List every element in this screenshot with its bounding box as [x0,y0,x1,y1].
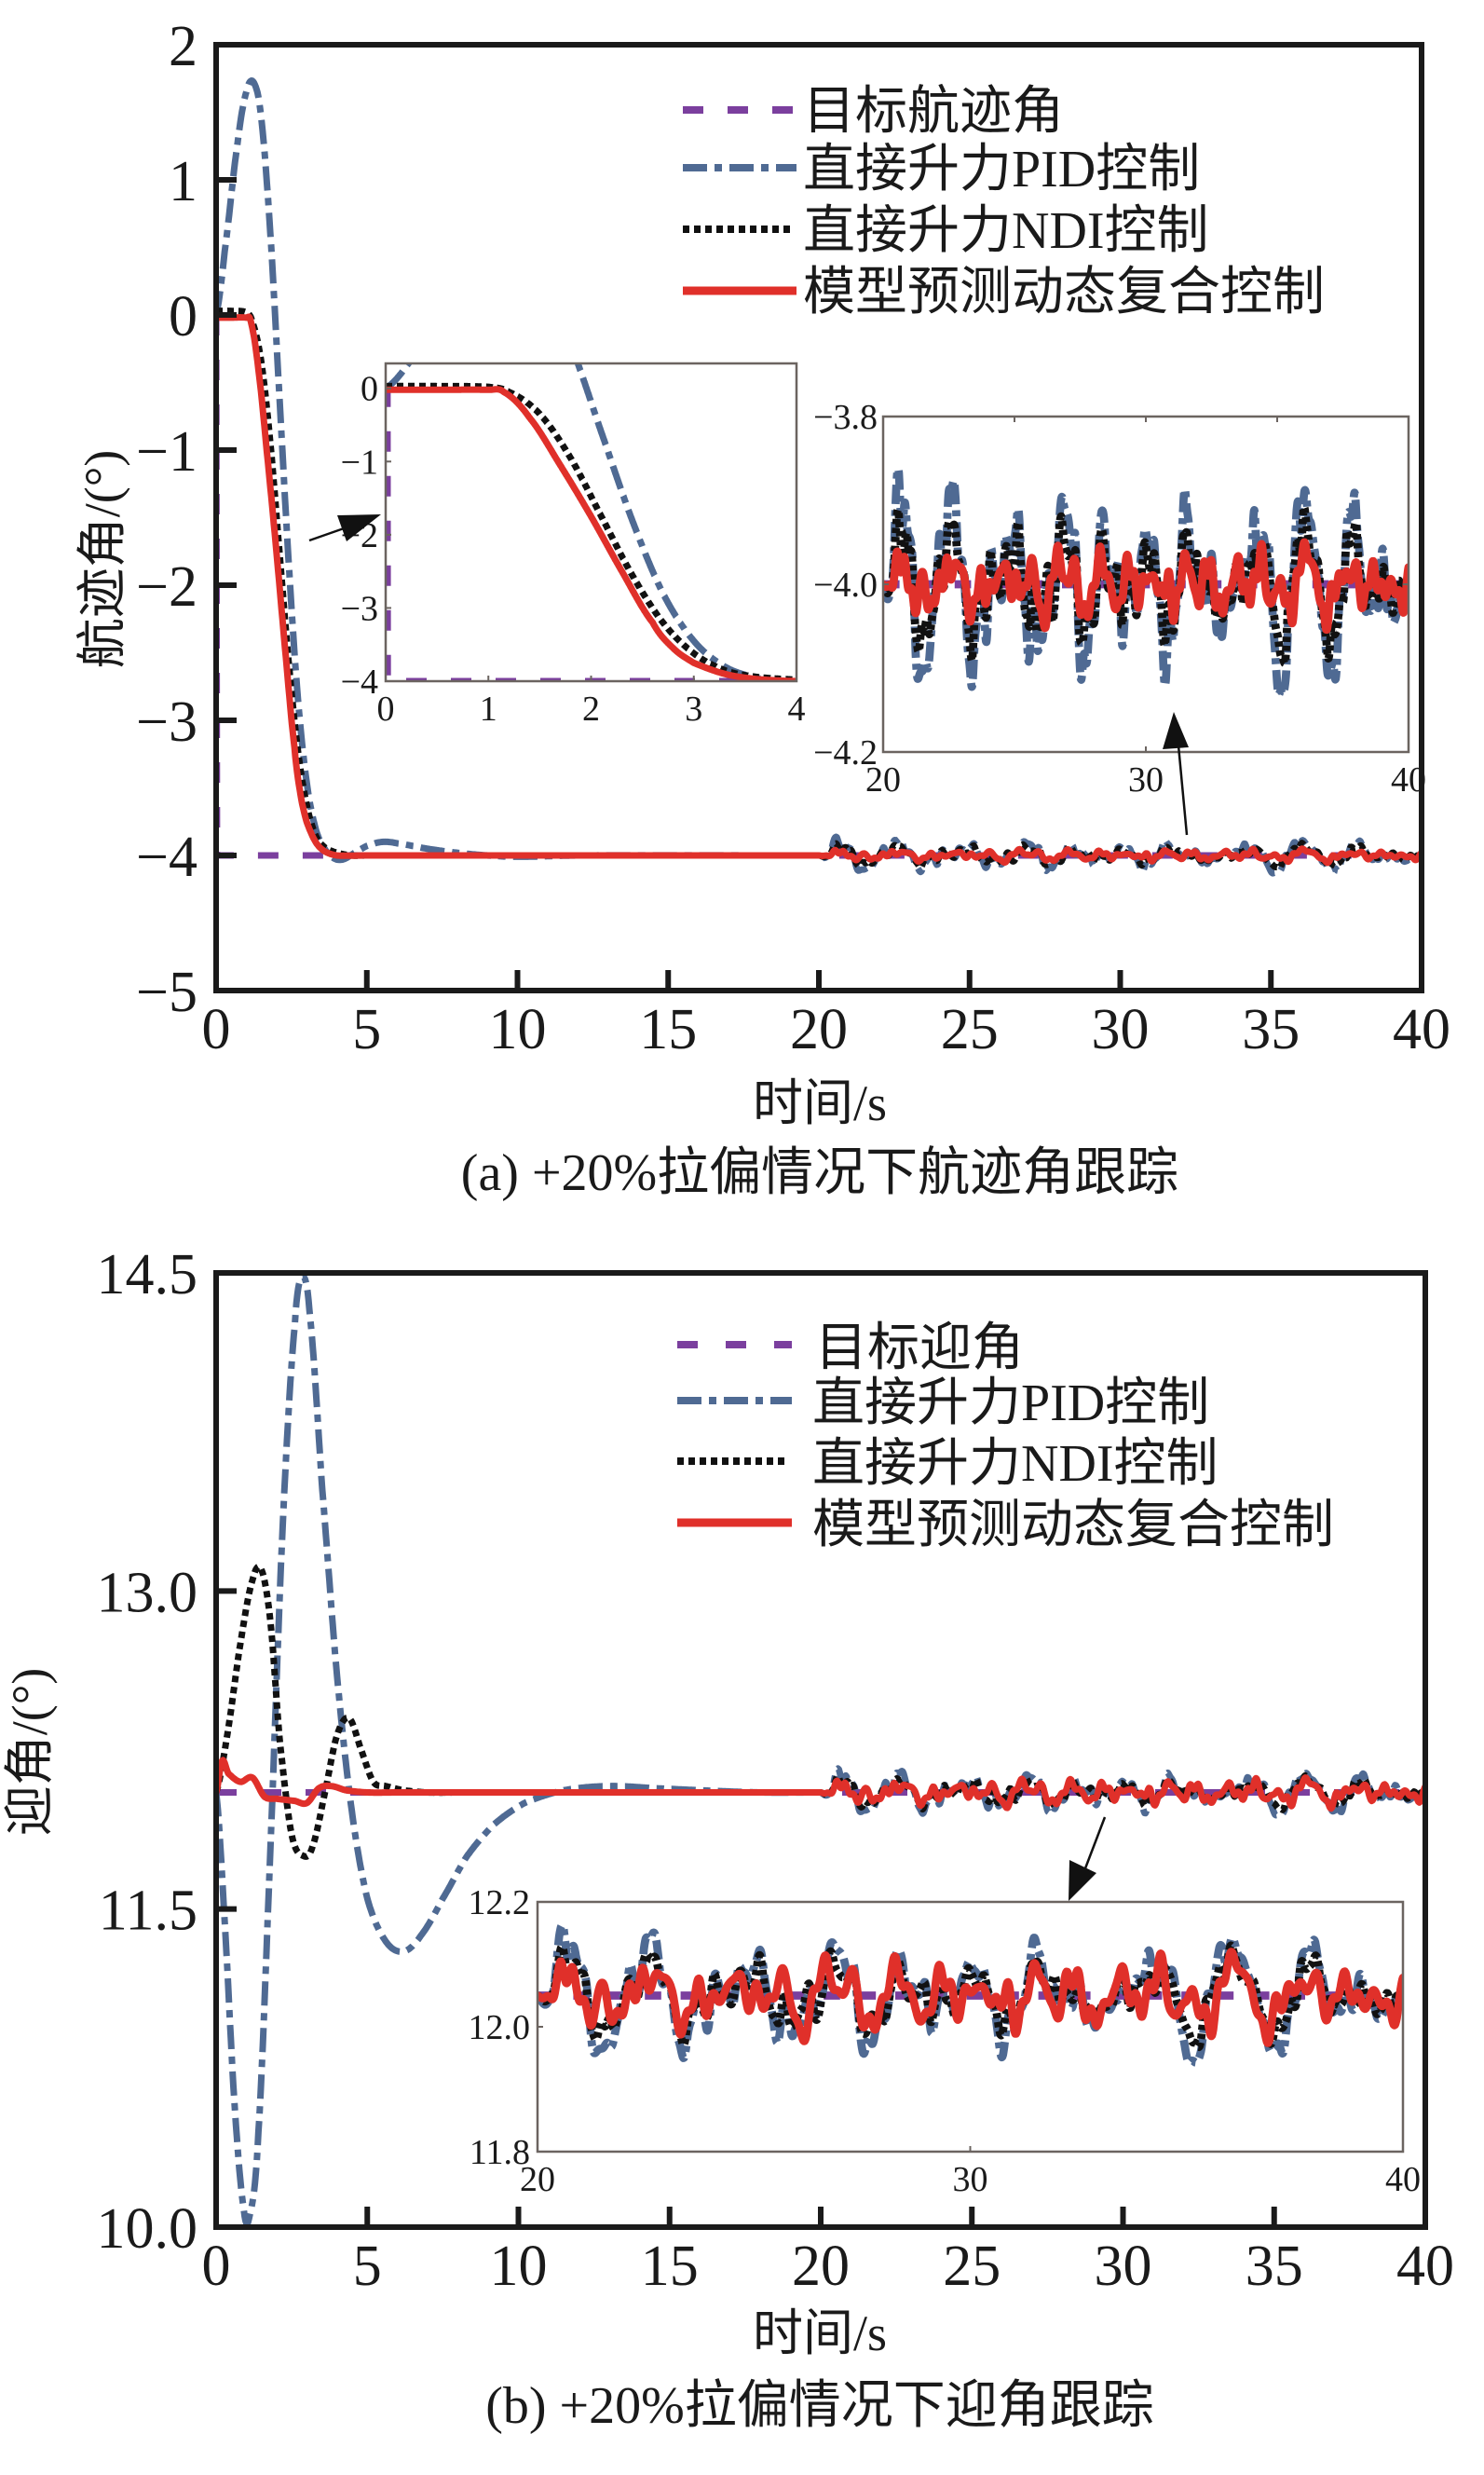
x-tick-label: 4 [788,690,806,729]
y-tick-label: −4 [341,663,378,702]
y-tick-label: −3.8 [813,398,878,437]
x-tick-label: 3 [685,690,702,729]
x-tick-label: 25 [941,998,999,1061]
y-tick-label: 11.8 [470,2133,530,2172]
chart-a-ylabel: 航迹角/(°) [75,450,130,669]
x-tick-label: 15 [641,2235,699,2298]
chart-b-axes: 0 5 10 15 20 25 30 35 40 14.5 13.0 11.5 10.0 [97,1243,1455,2298]
chart-a-series [216,77,1422,877]
x-tick-label: 40 [1391,760,1426,800]
legend-b: 目标迎角 直接升力PID控制 直接升力NDI控制 模型预测动态复合控制 [677,1320,1334,1554]
x-tick-label: 30 [1128,760,1164,800]
x-tick-label: 15 [639,998,697,1061]
x-tick-label: 5 [353,2235,382,2298]
x-tick-label: 30 [953,2160,988,2199]
y-tick-label: 14.5 [97,1243,198,1306]
y-tick-label: −2 [136,555,197,619]
y-tick-label: −4.2 [813,733,878,773]
series-line-ndi [538,1941,1403,2052]
y-tick-label: 11.5 [99,1880,197,1943]
y-tick-label: −4.0 [813,566,878,605]
series-line-pid [386,363,796,681]
series-line-mpc [216,1757,1425,1812]
chart-a-caption: (a) +20%拉偏情况下航迹角跟踪 [461,1144,1178,1202]
legend-b-item-mpc: 模型预测动态复合控制 [677,1497,1334,1554]
x-tick-label: 0 [377,690,395,729]
x-tick-label: 0 [202,998,231,1061]
y-tick-label: 0 [169,285,197,349]
y-tick-label: −1 [341,443,378,482]
x-tick-label: 35 [1242,998,1300,1061]
x-tick-label: 2 [582,690,600,729]
legend-a-label-ndi: 直接升力NDI控制 [803,202,1209,260]
arrow-to-inset-b1 [1069,1816,1107,1901]
series-line-mpc [883,538,1409,635]
inset-a1-series [386,363,796,681]
x-tick-label: 10 [490,2235,548,2298]
chart-b-series [216,1273,1425,2227]
legend-a: 目标航迹角 直接升力PID控制 直接升力NDI控制 模型预测动态复合控制 [683,83,1325,321]
legend-b-label-mpc: 模型预测动态复合控制 [812,1497,1334,1554]
legend-a-label-target: 目标航迹角 [803,83,1064,141]
y-tick-label: 0 [361,370,378,409]
y-tick-label: −1 [136,420,197,484]
legend-a-label-pid: 直接升力PID控制 [803,141,1200,198]
legend-a-item-ndi: 直接升力NDI控制 [683,202,1209,260]
chart-a-xlabel: 时间/s [753,1075,887,1131]
x-tick-label: 20 [865,760,901,800]
series-line-ndi [216,1563,1425,1860]
x-tick-label: 20 [790,998,848,1061]
legend-b-item-target: 目标迎角 [677,1320,1024,1377]
x-tick-label: 20 [792,2235,850,2298]
x-tick-label: 40 [1396,2235,1454,2298]
chart-b-xlabel: 时间/s [753,2305,887,2361]
y-tick-label: −3 [136,691,197,754]
legend-b-label-pid: 直接升力PID控制 [812,1374,1209,1432]
series-line-mpc [216,313,1422,867]
arrow-to-inset-a1 [308,514,381,542]
legend-b-label-ndi: 直接升力NDI控制 [812,1435,1219,1493]
x-tick-label: 5 [352,998,381,1061]
x-tick-label: 10 [489,998,547,1061]
chart-b-ylabel: 迎角/(°) [2,1668,58,1837]
y-tick-label: −3 [341,589,378,628]
inset-a2-axes: 20 30 40 −3.8 −4.0 −4.2 [813,398,1426,800]
x-tick-label: 25 [943,2235,1001,2298]
y-tick-label: −5 [136,961,197,1024]
series-line-mpc [538,1948,1403,2047]
inset-b1-series [538,1921,1403,2067]
legend-a-item-mpc: 模型预测动态复合控制 [683,264,1325,321]
x-tick-label: 35 [1246,2235,1303,2298]
x-tick-label: 30 [1092,998,1150,1061]
legend-b-item-pid: 直接升力PID控制 [677,1374,1209,1432]
legend-a-item-pid: 直接升力PID控制 [683,141,1200,198]
legend-b-item-ndi: 直接升力NDI控制 [677,1435,1219,1493]
x-tick-label: 1 [480,690,497,729]
x-tick-label: 20 [520,2160,555,2199]
y-tick-label: 1 [169,150,197,213]
y-tick-label: 13.0 [97,1561,198,1624]
x-tick-label: 30 [1095,2235,1152,2298]
series-line-ndi [386,382,796,681]
chart-b: 0 5 10 15 20 25 30 35 40 14.5 13.0 11.5 10.0 20 30 40 1… [2,1243,1454,2435]
inset-b1-axes: 20 30 40 12.2 12.0 11.8 [469,1883,1422,2199]
y-tick-label: 2 [169,15,197,78]
chart-b-caption: (b) +20%拉偏情况下迎角跟踪 [485,2377,1154,2435]
inset-a2-series [883,464,1409,699]
x-tick-label: 40 [1393,998,1450,1061]
y-tick-label: 12.0 [469,2008,531,2047]
y-tick-label: −4 [136,826,197,889]
legend-a-label-mpc: 模型预测动态复合控制 [803,264,1325,321]
y-tick-label: 12.2 [469,1883,531,1922]
series-line-mpc [386,386,796,681]
legend-a-item-target: 目标航迹角 [683,83,1064,141]
x-tick-label: 40 [1385,2160,1421,2199]
y-tick-label: 10.0 [97,2197,198,2261]
x-tick-label: 0 [202,2235,231,2298]
arrow-to-inset-a2 [1163,712,1189,836]
legend-b-label-target: 目标迎角 [815,1320,1024,1377]
